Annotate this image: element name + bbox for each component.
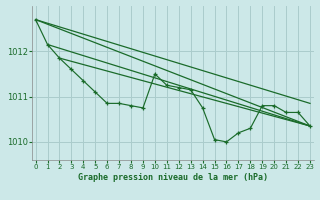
X-axis label: Graphe pression niveau de la mer (hPa): Graphe pression niveau de la mer (hPa): [78, 173, 268, 182]
